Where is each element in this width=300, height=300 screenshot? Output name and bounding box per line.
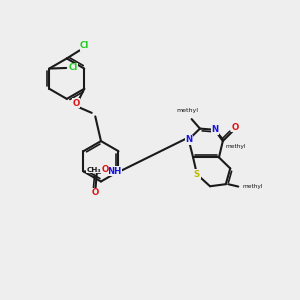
- Text: O: O: [232, 123, 239, 132]
- Text: S: S: [194, 170, 200, 179]
- Text: methyl: methyl: [243, 184, 263, 189]
- Text: N: N: [185, 135, 192, 144]
- Text: O: O: [232, 123, 239, 132]
- Text: N: N: [211, 125, 218, 134]
- Text: methyl: methyl: [226, 144, 246, 149]
- Text: N: N: [211, 125, 218, 134]
- Text: O: O: [102, 165, 109, 174]
- Text: O: O: [92, 188, 99, 197]
- Text: O: O: [92, 188, 99, 197]
- Text: Cl: Cl: [80, 41, 89, 50]
- Text: NH: NH: [107, 167, 122, 176]
- Text: CH₃: CH₃: [86, 167, 100, 173]
- Text: Cl: Cl: [68, 64, 78, 73]
- Text: O: O: [102, 165, 109, 174]
- Text: N: N: [185, 135, 192, 144]
- Text: methyl: methyl: [176, 108, 198, 113]
- Text: S: S: [194, 170, 200, 179]
- Text: O: O: [72, 98, 80, 107]
- Text: NH: NH: [107, 167, 122, 176]
- Text: O: O: [72, 98, 80, 107]
